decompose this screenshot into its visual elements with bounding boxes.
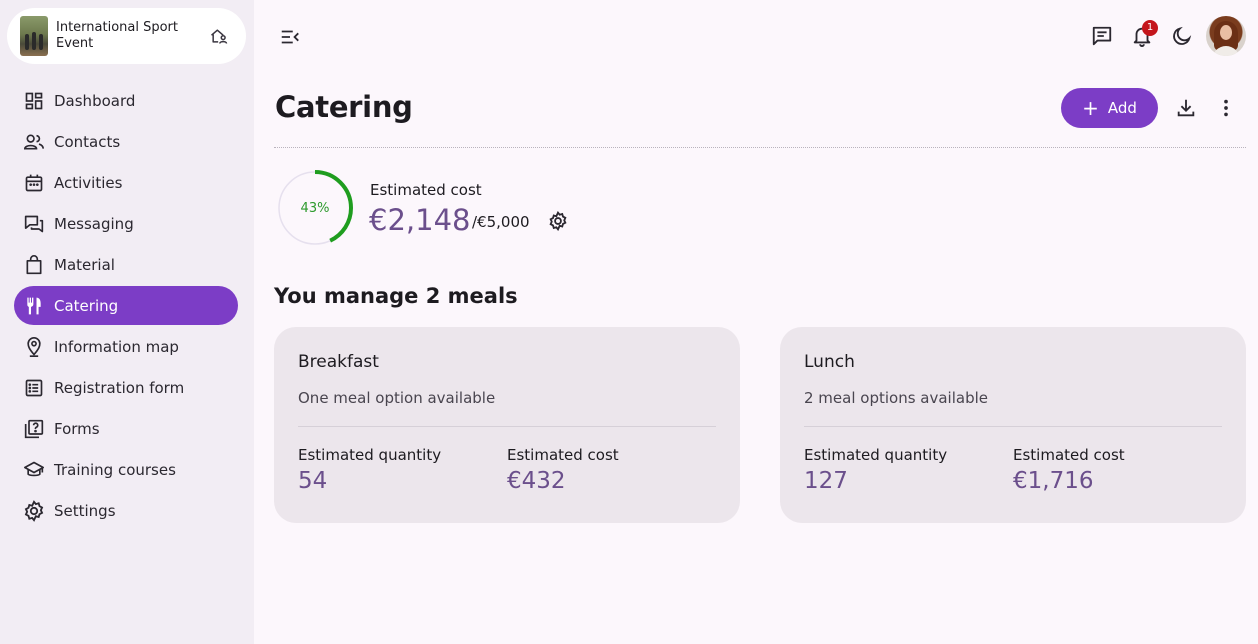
sidebar-item-catering[interactable]: Catering [14,286,238,325]
sidebar-item-label: Information map [54,337,179,356]
collapse-menu-icon[interactable] [279,26,301,48]
sidebar-item-dashboard[interactable]: Dashboard [14,81,238,120]
budget-percent: 43% [300,201,330,216]
dark-mode-moon-icon[interactable] [1170,24,1194,48]
contacts-icon [23,131,45,153]
sidebar-nav: Dashboard Contacts Activities Messaging … [14,81,238,532]
add-button-label: Add [1107,99,1137,117]
plus-icon: + [1082,96,1099,120]
download-icon[interactable] [1174,96,1198,120]
estimated-cost-value: €1,716 [1013,468,1094,494]
estimated-quantity-label: Estimated quantity [804,446,948,464]
event-thumbnail [20,16,48,56]
more-options-icon[interactable] [1214,96,1238,120]
meal-options-count: 2 meal options available [804,389,988,407]
estimated-cost-label: Estimated cost [370,181,482,199]
dashboard-icon [23,90,45,112]
chat-icon[interactable] [1090,24,1114,48]
sidebar-item-label: Settings [54,501,116,520]
calendar-icon [23,172,45,194]
utensils-icon [23,295,45,317]
sidebar-item-training-courses[interactable]: Training courses [14,450,238,489]
event-name: International Sport Event [56,20,179,51]
sidebar-item-label: Material [54,255,115,274]
form-list-icon [23,377,45,399]
sidebar-item-forms[interactable]: Forms [14,409,238,448]
meal-card-lunch[interactable]: Lunch 2 meal options available Estimated… [780,327,1246,523]
sidebar-item-information-map[interactable]: Information map [14,327,238,366]
sidebar-item-label: Catering [54,296,119,315]
budget-settings-gear-icon[interactable] [548,211,568,231]
sidebar-item-label: Dashboard [54,91,136,110]
sidebar-item-activities[interactable]: Activities [14,163,238,202]
estimated-cost-value: €432 [507,468,566,494]
notification-badge: 1 [1142,20,1158,36]
sidebar-item-label: Registration form [54,378,185,397]
budget-progress-ring [277,170,353,246]
sidebar-item-label: Contacts [54,132,121,151]
gear-icon [23,499,45,522]
meal-card-divider [804,426,1222,427]
header-divider [274,147,1246,148]
avatar[interactable] [1206,16,1246,56]
sidebar-item-material[interactable]: Material [14,245,238,284]
estimated-quantity-value: 127 [804,468,848,494]
map-pin-icon [23,336,45,358]
sidebar-item-label: Activities [54,173,123,192]
meal-options-count: One meal option available [298,389,496,407]
page-title: Catering [275,90,413,124]
estimated-quantity-value: 54 [298,468,328,494]
meal-name: Breakfast [298,352,379,372]
budget-total: /€5,000 [472,213,530,231]
messaging-icon [23,213,45,235]
sidebar-item-label: Training courses [54,460,176,479]
graduation-cap-icon [23,459,45,481]
add-button[interactable]: + Add [1061,88,1158,128]
bag-icon [23,254,45,276]
meal-card-divider [298,426,716,427]
sidebar-item-registration-form[interactable]: Registration form [14,368,238,407]
estimated-quantity-label: Estimated quantity [298,446,442,464]
sidebar-item-label: Messaging [54,214,134,233]
sidebar: International Sport Event Dashboard Cont… [0,0,254,644]
switch-event-icon[interactable] [209,26,229,46]
sidebar-item-contacts[interactable]: Contacts [14,122,238,161]
estimated-cost-label: Estimated cost [1013,446,1125,464]
sidebar-item-messaging[interactable]: Messaging [14,204,238,243]
meal-name: Lunch [804,352,855,372]
question-form-icon [23,418,45,440]
sidebar-item-label: Forms [54,419,100,438]
meals-section-title: You manage 2 meals [274,284,518,308]
estimated-cost-value: €2,148 [369,203,471,237]
meal-card-breakfast[interactable]: Breakfast One meal option available Esti… [274,327,740,523]
sidebar-item-settings[interactable]: Settings [14,491,238,530]
estimated-cost-label: Estimated cost [507,446,619,464]
event-selector[interactable]: International Sport Event [7,8,246,64]
